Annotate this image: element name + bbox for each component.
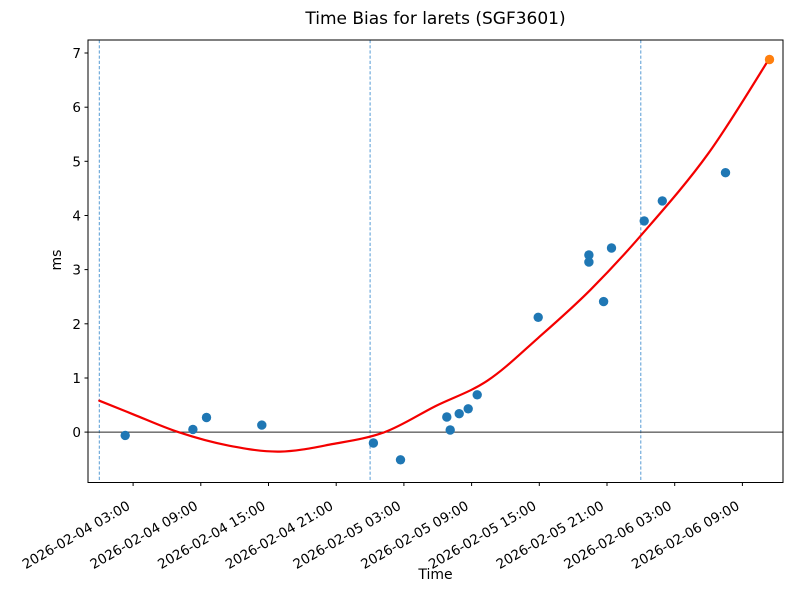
time-bias-observations-point (395, 455, 406, 465)
y-tick-label: 0 (72, 425, 81, 441)
polynomial-fit (98, 57, 771, 453)
time-bias-observations-point (533, 312, 543, 322)
y-tick-label: 1 (72, 371, 81, 387)
y-tick-label: 5 (72, 154, 81, 170)
time-bias-observations-point (257, 420, 267, 430)
time-bias-observations-point (188, 424, 198, 435)
time-bias-observations-point (472, 390, 482, 400)
x-axis-label: Time (418, 567, 453, 583)
time-bias-observations-point (584, 250, 594, 260)
time-bias-observations-point (442, 412, 452, 422)
y-tick-label: 2 (72, 317, 81, 333)
time-bias-observations-point (639, 216, 649, 226)
time-bias-observations-point (463, 404, 473, 414)
time-bias-observations-point (720, 168, 731, 178)
time-bias-observations-point (584, 257, 594, 267)
time-bias-observations-point (598, 296, 609, 307)
y-tick-label: 6 (72, 100, 81, 116)
axes-frame (87, 39, 784, 483)
y-tick-label: 7 (72, 46, 81, 62)
time-bias-observations-point (445, 425, 455, 435)
time-bias-observations-point (120, 430, 130, 441)
time-bias-observations-point (657, 196, 667, 206)
x-tick-label: 2026-02-04 03:00 (20, 498, 133, 573)
latest-observation-point (764, 54, 775, 65)
chart-title: Time Bias for larets (SGF3601) (305, 9, 566, 29)
y-tick-label: 4 (72, 209, 81, 225)
time-bias-observations-point (368, 438, 379, 448)
y-tick-label: 3 (72, 263, 81, 279)
time-bias-observations-point (201, 412, 212, 423)
time-bias-observations-point (454, 409, 464, 419)
time-bias-observations-point (606, 243, 617, 253)
